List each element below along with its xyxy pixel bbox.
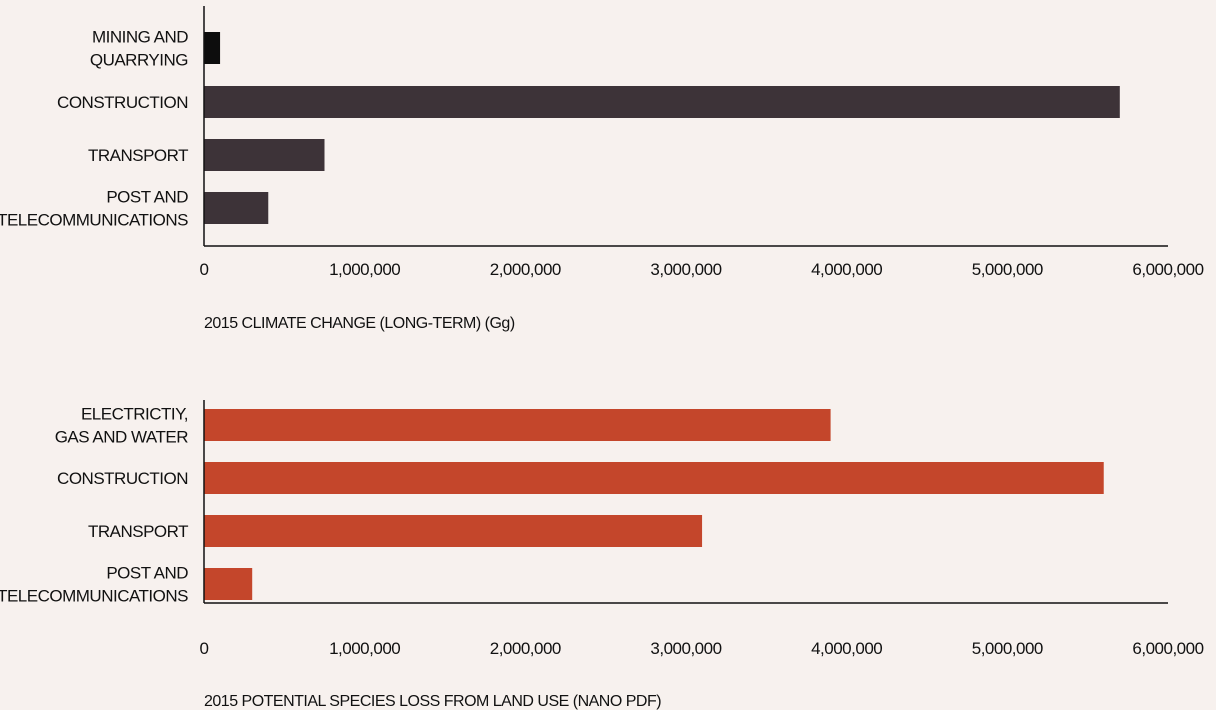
- chart-1: MINING AND QUARRYING CONSTRUCTION TRANSPORT…: [0, 6, 1204, 332]
- x-tick-label: 5,000,000: [972, 260, 1043, 279]
- category-label: TRANSPORT: [88, 522, 188, 541]
- bar: [204, 32, 221, 64]
- bar: [204, 515, 703, 547]
- bar: [204, 86, 1120, 118]
- category-label: ELECTRICTIY, GAS AND WATER: [55, 405, 189, 447]
- x-tick-label: 0: [200, 260, 209, 279]
- x-tick-label: 5,000,000: [972, 639, 1043, 658]
- category-label: POST AND TELECOMMUNICATIONS: [0, 564, 188, 606]
- bar: [204, 409, 831, 441]
- category-label: POST AND TELECOMMUNICATIONS: [0, 188, 188, 230]
- category-label: CONSTRUCTION: [57, 93, 188, 112]
- x-tick-label: 4,000,000: [811, 260, 882, 279]
- x-axis-title: 2015 POTENTIAL SPECIES LOSS FROM LAND US…: [204, 693, 661, 710]
- category-label: MINING AND QUARRYING: [90, 28, 188, 70]
- x-tick-label: 1,000,000: [329, 260, 400, 279]
- x-tick-label: 2,000,000: [490, 639, 561, 658]
- x-tick-label: 6,000,000: [1132, 260, 1203, 279]
- x-tick-label: 3,000,000: [650, 639, 721, 658]
- x-tick-label: 4,000,000: [811, 639, 882, 658]
- x-tick-label: 0: [200, 639, 209, 658]
- bar: [204, 568, 253, 600]
- x-tick-label: 3,000,000: [650, 260, 721, 279]
- bar: [204, 139, 325, 171]
- bar: [204, 462, 1104, 494]
- category-label: CONSTRUCTION: [57, 469, 188, 488]
- bar: [204, 192, 269, 224]
- x-tick-label: 6,000,000: [1132, 639, 1203, 658]
- chart-2: ELECTRICTIY, GAS AND WATER CONSTRUCTION TRA…: [0, 400, 1204, 710]
- x-axis-title: 2015 CLIMATE CHANGE (LONG-TERM) (Gg): [204, 315, 515, 332]
- category-label: TRANSPORT: [88, 146, 188, 165]
- x-tick-label: 1,000,000: [329, 639, 400, 658]
- x-tick-label: 2,000,000: [490, 260, 561, 279]
